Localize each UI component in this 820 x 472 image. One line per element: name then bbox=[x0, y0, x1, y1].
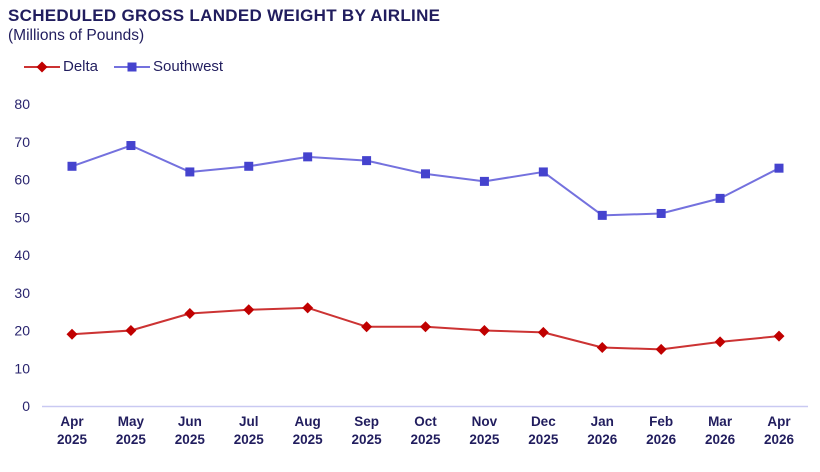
legend-label-delta: Delta bbox=[63, 58, 99, 75]
legend-swatch-southwest bbox=[114, 62, 151, 71]
x-axis-label: Feb 2026 bbox=[646, 414, 677, 447]
y-axis-tick-label: 30 bbox=[14, 285, 30, 301]
x-axis-label: Apr 2025 bbox=[57, 414, 88, 447]
series-marker-southwest bbox=[597, 210, 607, 220]
y-axis-tick-label: 60 bbox=[14, 172, 30, 188]
y-axis-tick-label: 80 bbox=[14, 96, 30, 112]
series-marker-delta bbox=[655, 343, 667, 355]
x-axis-label: Jul 2025 bbox=[234, 414, 265, 447]
series-marker-delta bbox=[596, 341, 608, 353]
series-marker-southwest bbox=[362, 156, 372, 166]
series-marker-southwest bbox=[538, 167, 548, 177]
chart-subtitle: (Millions of Pounds) bbox=[8, 27, 145, 44]
y-axis-tick-label: 0 bbox=[22, 398, 30, 414]
series-marker-southwest bbox=[67, 161, 77, 171]
series-marker-delta bbox=[537, 326, 549, 338]
series-marker-southwest bbox=[303, 152, 313, 162]
x-axis-label: Sep 2025 bbox=[352, 414, 383, 447]
series-marker-southwest bbox=[656, 208, 666, 218]
x-axis-label: Mar 2026 bbox=[705, 414, 736, 447]
series-marker-southwest bbox=[244, 161, 254, 171]
series-marker-delta bbox=[66, 328, 78, 340]
series-marker-delta bbox=[361, 321, 373, 333]
x-axis-label: Oct 2025 bbox=[410, 414, 441, 447]
x-axis-label: Nov 2025 bbox=[469, 414, 500, 447]
x-axis-label: Aug 2025 bbox=[293, 414, 324, 447]
series-marker-delta bbox=[302, 302, 314, 314]
x-axis-label: May 2025 bbox=[116, 414, 147, 447]
legend-item-delta: Delta bbox=[24, 58, 98, 75]
series-marker-southwest bbox=[479, 176, 489, 186]
series-marker-delta bbox=[184, 308, 196, 320]
series-marker-delta bbox=[773, 330, 785, 342]
legend-swatch-delta bbox=[24, 61, 60, 72]
legend-diamond-icon bbox=[36, 61, 48, 72]
legend-label-southwest: Southwest bbox=[153, 58, 224, 75]
y-axis-tick-label: 10 bbox=[14, 360, 30, 376]
series-marker-southwest bbox=[185, 167, 195, 177]
series-marker-delta bbox=[478, 325, 490, 336]
series-marker-southwest bbox=[421, 169, 430, 179]
x-axis-label: Jan 2026 bbox=[587, 414, 618, 447]
series-marker-delta bbox=[420, 321, 431, 333]
y-axis-tick-label: 20 bbox=[14, 323, 30, 339]
series-marker-southwest bbox=[715, 193, 725, 203]
plot-svg: 0 10 20 30 40 50 60 70 80 Apr 2025 May 2025 Jun 2025 Ju… bbox=[14, 96, 808, 447]
series-marker-southwest bbox=[126, 141, 136, 151]
series-marker-delta bbox=[243, 304, 255, 316]
legend: Delta Southwest bbox=[24, 58, 223, 75]
series-line-southwest bbox=[71, 144, 780, 217]
y-axis-tick-label: 70 bbox=[14, 134, 30, 150]
series-marker-delta bbox=[125, 325, 137, 336]
x-axis-label: Jun 2025 bbox=[175, 414, 206, 447]
series-marker-delta bbox=[714, 336, 726, 348]
x-axis-label: Apr 2026 bbox=[764, 414, 795, 447]
x-axis-label: Dec 2025 bbox=[528, 414, 559, 447]
y-axis-tick-label: 50 bbox=[14, 209, 30, 225]
legend-item-southwest: Southwest bbox=[114, 58, 223, 75]
series-marker-southwest bbox=[774, 163, 784, 173]
y-axis-tick-label: 40 bbox=[14, 247, 30, 263]
chart-title: SCHEDULED GROSS LANDED WEIGHT BY AIRLINE bbox=[8, 6, 441, 25]
legend-square-icon bbox=[127, 62, 137, 71]
